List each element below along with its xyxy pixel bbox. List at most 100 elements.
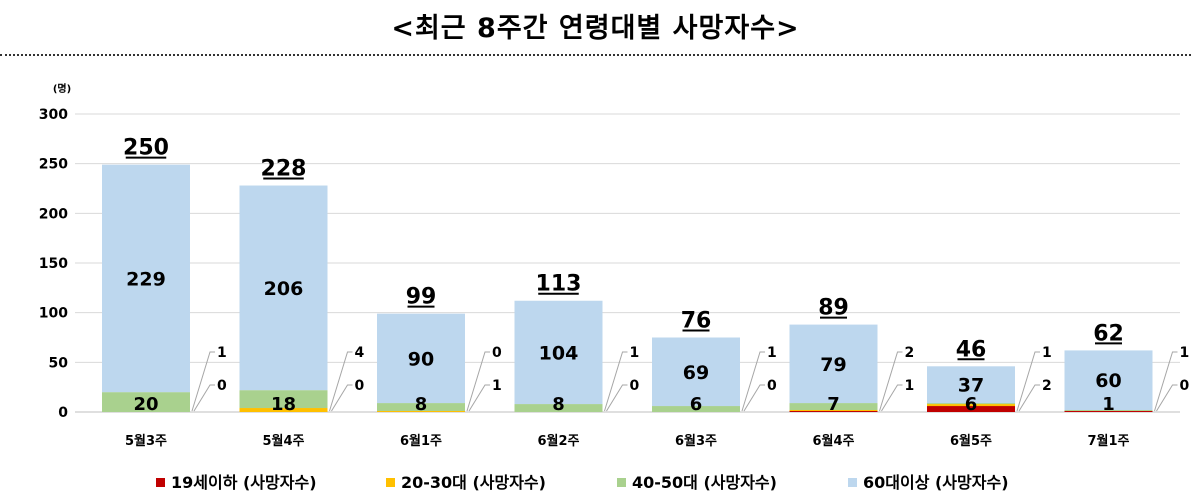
callout-leader — [1156, 384, 1178, 412]
bar-segment — [377, 411, 465, 412]
bar-value-label: 69 — [683, 362, 709, 384]
callout-label: 0 — [492, 345, 502, 361]
y-tick-label: 0 — [58, 405, 68, 421]
bar-value-label: 6 — [965, 394, 978, 415]
x-tick-label: 6월5주 — [950, 433, 992, 449]
bar-segment — [1064, 410, 1153, 412]
bar-segment — [239, 390, 328, 409]
callout-label: 1 — [217, 345, 227, 361]
callout-leader — [1154, 351, 1178, 412]
title-divider — [0, 54, 1191, 56]
bar-value-label: 20 — [133, 394, 158, 415]
callout-label: 4 — [355, 345, 365, 361]
bar-segment — [239, 408, 328, 412]
chart-title: <최근 8주간 연령대별 사망자수> — [391, 13, 800, 44]
bar-segment — [789, 403, 878, 411]
y-axis-unit-label: (명) — [53, 82, 71, 95]
callout-leader — [466, 351, 490, 412]
bar-value-label: 229 — [126, 268, 166, 290]
bar-segment — [377, 403, 465, 412]
y-tick-label: 50 — [49, 355, 69, 371]
x-tick-label: 5월4주 — [262, 433, 304, 449]
bar-value-label: 8 — [552, 394, 565, 415]
callout-label: 0 — [217, 378, 227, 394]
x-axis: 5월3주 5월4주 6월1주 6월2주 6월3주 6월4주 6월5주 7월1주 — [125, 433, 1130, 449]
bar-segment — [927, 403, 1015, 405]
callout-leader — [741, 351, 765, 412]
y-axis: 0 50 100 150 200 250 300 — [39, 107, 68, 421]
bar-value-label: 90 — [408, 348, 434, 370]
x-tick-label: 6월3주 — [675, 433, 717, 449]
callout-leader — [743, 384, 765, 412]
bar-total-label: 228 — [261, 157, 307, 182]
legend-label: 20-30대 (사망자수) — [401, 473, 546, 492]
callout-label: 1 — [630, 345, 640, 361]
bar-total-label: 113 — [536, 272, 582, 297]
x-tick-label: 6월1주 — [400, 433, 442, 449]
bar-segment — [652, 337, 740, 407]
callout-label: 0 — [355, 378, 365, 394]
bar-segment — [789, 324, 878, 404]
callout-leader — [193, 384, 215, 412]
bar-total-label: 62 — [1093, 321, 1124, 346]
legend-label: 19세이하 (사망자수) — [171, 473, 317, 492]
bar-segment — [652, 406, 740, 412]
callout-label: 2 — [905, 345, 915, 361]
bar-segment — [927, 406, 1015, 412]
bar-value-label: 37 — [958, 375, 984, 397]
bar-segment — [1064, 411, 1153, 412]
y-tick-label: 300 — [39, 107, 68, 123]
callout-label: 1 — [767, 345, 777, 361]
callout-label: 1 — [492, 378, 502, 394]
bar-total-label: 89 — [818, 296, 849, 321]
callout-label: 1 — [1042, 345, 1052, 361]
y-tick-label: 250 — [39, 157, 68, 173]
callout-leader — [1018, 384, 1040, 412]
bar-segment — [102, 392, 190, 412]
callout-leader — [606, 384, 628, 412]
bar-segment — [789, 410, 878, 412]
legend: 19세이하 (사망자수) 20-30대 (사망자수) 40-50대 (사망자수) 60… — [156, 473, 1009, 492]
bar-value-label: 79 — [820, 354, 846, 376]
callout-label: 1 — [905, 378, 915, 394]
bar-value-label: 104 — [539, 342, 579, 364]
bar-segment — [927, 366, 1015, 404]
x-tick-label: 7월1주 — [1087, 433, 1129, 449]
bar-segment — [1064, 350, 1153, 411]
bar-total-label: 99 — [406, 285, 437, 310]
callout-leader — [1016, 351, 1040, 412]
y-tick-label: 150 — [39, 256, 68, 272]
legend-label: 40-50대 (사망자수) — [632, 473, 777, 492]
callout-label: 0 — [767, 378, 777, 394]
bar-segment — [789, 411, 878, 412]
callout-leader — [604, 351, 628, 412]
callout-label: 0 — [1180, 378, 1190, 394]
bar-total-label: 76 — [681, 309, 712, 334]
callout-leader — [468, 384, 490, 412]
callout-leader — [191, 351, 215, 412]
bar-value-label: 8 — [415, 394, 428, 415]
callout-leader — [329, 351, 353, 412]
bar-segment — [927, 404, 1015, 407]
bar-total-label: 250 — [123, 136, 169, 161]
callout-label: 1 — [1180, 345, 1190, 361]
bar-value-label: 18 — [271, 394, 296, 415]
callout-leader — [331, 384, 353, 412]
bar-segment — [102, 164, 190, 393]
legend-swatch — [386, 478, 395, 487]
bars: 2292025010206182284090899011048113106967… — [102, 136, 1190, 415]
bar-total-label: 46 — [956, 337, 987, 362]
bar-value-label: 60 — [1095, 370, 1121, 392]
bar-value-label: 7 — [827, 394, 840, 415]
legend-swatch — [156, 478, 165, 487]
x-tick-label: 6월4주 — [812, 433, 854, 449]
x-tick-label: 6월2주 — [537, 433, 579, 449]
legend-label: 60대이상 (사망자수) — [863, 473, 1009, 492]
y-tick-label: 200 — [39, 206, 68, 222]
bar-segment — [514, 300, 603, 405]
callout-leader — [881, 384, 903, 412]
legend-swatch — [617, 478, 626, 487]
legend-swatch — [848, 478, 857, 487]
bar-segment — [377, 313, 465, 404]
